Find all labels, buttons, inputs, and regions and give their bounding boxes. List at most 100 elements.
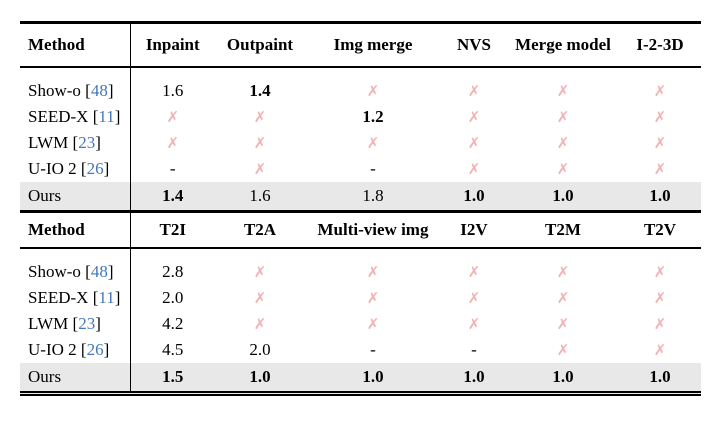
column-header-merge-model: Merge model <box>515 35 611 54</box>
score-value: 1.0 <box>463 367 485 386</box>
not-supported-cross-icon: ✗ <box>467 110 481 126</box>
cell-nvs: ✗ <box>441 67 507 104</box>
cell-i-2-3d: ✗ <box>619 130 701 156</box>
cell-img-merge: - <box>305 156 441 182</box>
not-supported-cross-icon: ✗ <box>366 291 380 307</box>
score-value: 1.0 <box>362 367 384 386</box>
citation-bracket: ] <box>107 81 114 100</box>
column-header-t2i: T2I <box>159 220 186 239</box>
capability-comparison-table: Method Inpaint Outpaint Img merge NVS Me… <box>20 21 701 396</box>
not-supported-cross-icon: ✗ <box>253 110 267 126</box>
header-row: Method T2I T2A Multi-view img I2V T2M T2… <box>20 213 701 248</box>
method-name: U-IO 2 <box>28 159 81 178</box>
not-supported-cross-icon: ✗ <box>653 162 667 178</box>
score-value: 1.4 <box>249 81 271 100</box>
not-supported-cross-icon: ✗ <box>653 343 667 359</box>
not-supported-cross-icon: ✗ <box>467 291 481 307</box>
cell-t2m: 1.0 <box>507 363 619 394</box>
score-value: 1.0 <box>249 367 271 386</box>
not-supported-cross-icon: ✗ <box>253 136 267 152</box>
method-label: LWM [23] <box>20 311 131 337</box>
not-supported-cross-icon: ✗ <box>467 162 481 178</box>
cell-inpaint: ✗ <box>130 104 215 130</box>
cell-t2a: ✗ <box>215 311 305 337</box>
not-supported-cross-icon: ✗ <box>556 84 570 100</box>
score-value: 2.0 <box>249 340 271 359</box>
dash-value: - <box>471 340 477 359</box>
column-header-nvs: NVS <box>456 35 491 54</box>
citation-bracket: [ <box>72 314 79 333</box>
column-header-inpaint: Inpaint <box>145 35 200 54</box>
method-name: Show-o <box>28 262 86 281</box>
cell-merge-model: ✗ <box>507 156 619 182</box>
not-supported-cross-icon: ✗ <box>556 162 570 178</box>
method-column-header: Method <box>20 213 131 248</box>
cell-multi-view-img: ✗ <box>305 311 441 337</box>
score-value: 1.0 <box>463 186 485 205</box>
cell-t2m: ✗ <box>507 248 619 285</box>
column-header-multi-view-img: Multi-view img <box>317 220 429 239</box>
not-supported-cross-icon: ✗ <box>653 136 667 152</box>
not-supported-cross-icon: ✗ <box>253 317 267 333</box>
citation-bracket: ] <box>95 314 101 333</box>
citation-bracket: ] <box>95 133 101 152</box>
cell-i-2-3d: ✗ <box>619 104 701 130</box>
cell-inpaint: - <box>130 156 215 182</box>
cell-img-merge: ✗ <box>305 130 441 156</box>
cell-i2v: - <box>441 337 507 363</box>
method-label: Ours <box>20 363 131 394</box>
not-supported-cross-icon: ✗ <box>556 110 570 126</box>
citation-number: 48 <box>90 81 108 100</box>
citation-bracket: [ <box>92 288 99 307</box>
cell-multi-view-img: ✗ <box>305 248 441 285</box>
score-value: 1.6 <box>162 81 184 100</box>
score-value: 4.2 <box>162 314 184 333</box>
cell-multi-view-img: ✗ <box>305 285 441 311</box>
citation-number: 23 <box>78 314 96 333</box>
column-header-t2v: T2V <box>643 220 677 239</box>
not-supported-cross-icon: ✗ <box>253 162 267 178</box>
table-row-seed-x: SEED-X [11] ✗ ✗ 1.2 ✗ ✗ ✗ <box>20 104 701 130</box>
not-supported-cross-icon: ✗ <box>556 343 570 359</box>
dash-value: - <box>169 159 176 178</box>
cell-inpaint: 1.6 <box>130 67 215 104</box>
cell-t2i: 2.8 <box>130 248 215 285</box>
cell-t2a: ✗ <box>215 285 305 311</box>
cell-nvs: ✗ <box>441 130 507 156</box>
column-header-i2v: I2V <box>460 220 488 239</box>
citation-number: 11 <box>98 288 115 307</box>
not-supported-cross-icon: ✗ <box>366 84 380 100</box>
cell-t2v: 1.0 <box>619 363 701 394</box>
cell-merge-model: ✗ <box>507 130 619 156</box>
cell-t2a: ✗ <box>215 248 305 285</box>
not-supported-cross-icon: ✗ <box>653 110 667 126</box>
cell-t2v: ✗ <box>619 285 701 311</box>
not-supported-cross-icon: ✗ <box>653 265 667 281</box>
dash-value: - <box>370 340 376 359</box>
score-value: 1.8 <box>362 186 384 205</box>
not-supported-cross-icon: ✗ <box>556 136 570 152</box>
not-supported-cross-icon: ✗ <box>166 110 180 126</box>
cell-nvs: ✗ <box>441 156 507 182</box>
cell-t2i: 1.5 <box>130 363 215 394</box>
not-supported-cross-icon: ✗ <box>253 291 267 307</box>
cell-i-2-3d: ✗ <box>619 156 701 182</box>
method-name: LWM <box>28 133 73 152</box>
cell-i2v: ✗ <box>441 285 507 311</box>
cell-outpaint: ✗ <box>215 156 305 182</box>
cell-t2m: ✗ <box>507 337 619 363</box>
method-label: Show-o [48] <box>20 248 131 285</box>
table-row-show-o: Show-o [48] 2.8 ✗ ✗ ✗ ✗ ✗ <box>20 248 701 285</box>
score-value: 4.5 <box>162 340 184 359</box>
cell-t2i: 4.5 <box>130 337 215 363</box>
table-row-u-io-2: U-IO 2 [26] - ✗ - ✗ ✗ ✗ <box>20 156 701 182</box>
not-supported-cross-icon: ✗ <box>653 291 667 307</box>
method-label: SEED-X [11] <box>20 104 131 130</box>
column-header-t2a: T2A <box>243 220 277 239</box>
score-value: 1.0 <box>649 186 671 205</box>
method-label: SEED-X [11] <box>20 285 131 311</box>
not-supported-cross-icon: ✗ <box>556 265 570 281</box>
method-name: Show-o <box>28 81 86 100</box>
cell-i2v: ✗ <box>441 311 507 337</box>
not-supported-cross-icon: ✗ <box>366 317 380 333</box>
